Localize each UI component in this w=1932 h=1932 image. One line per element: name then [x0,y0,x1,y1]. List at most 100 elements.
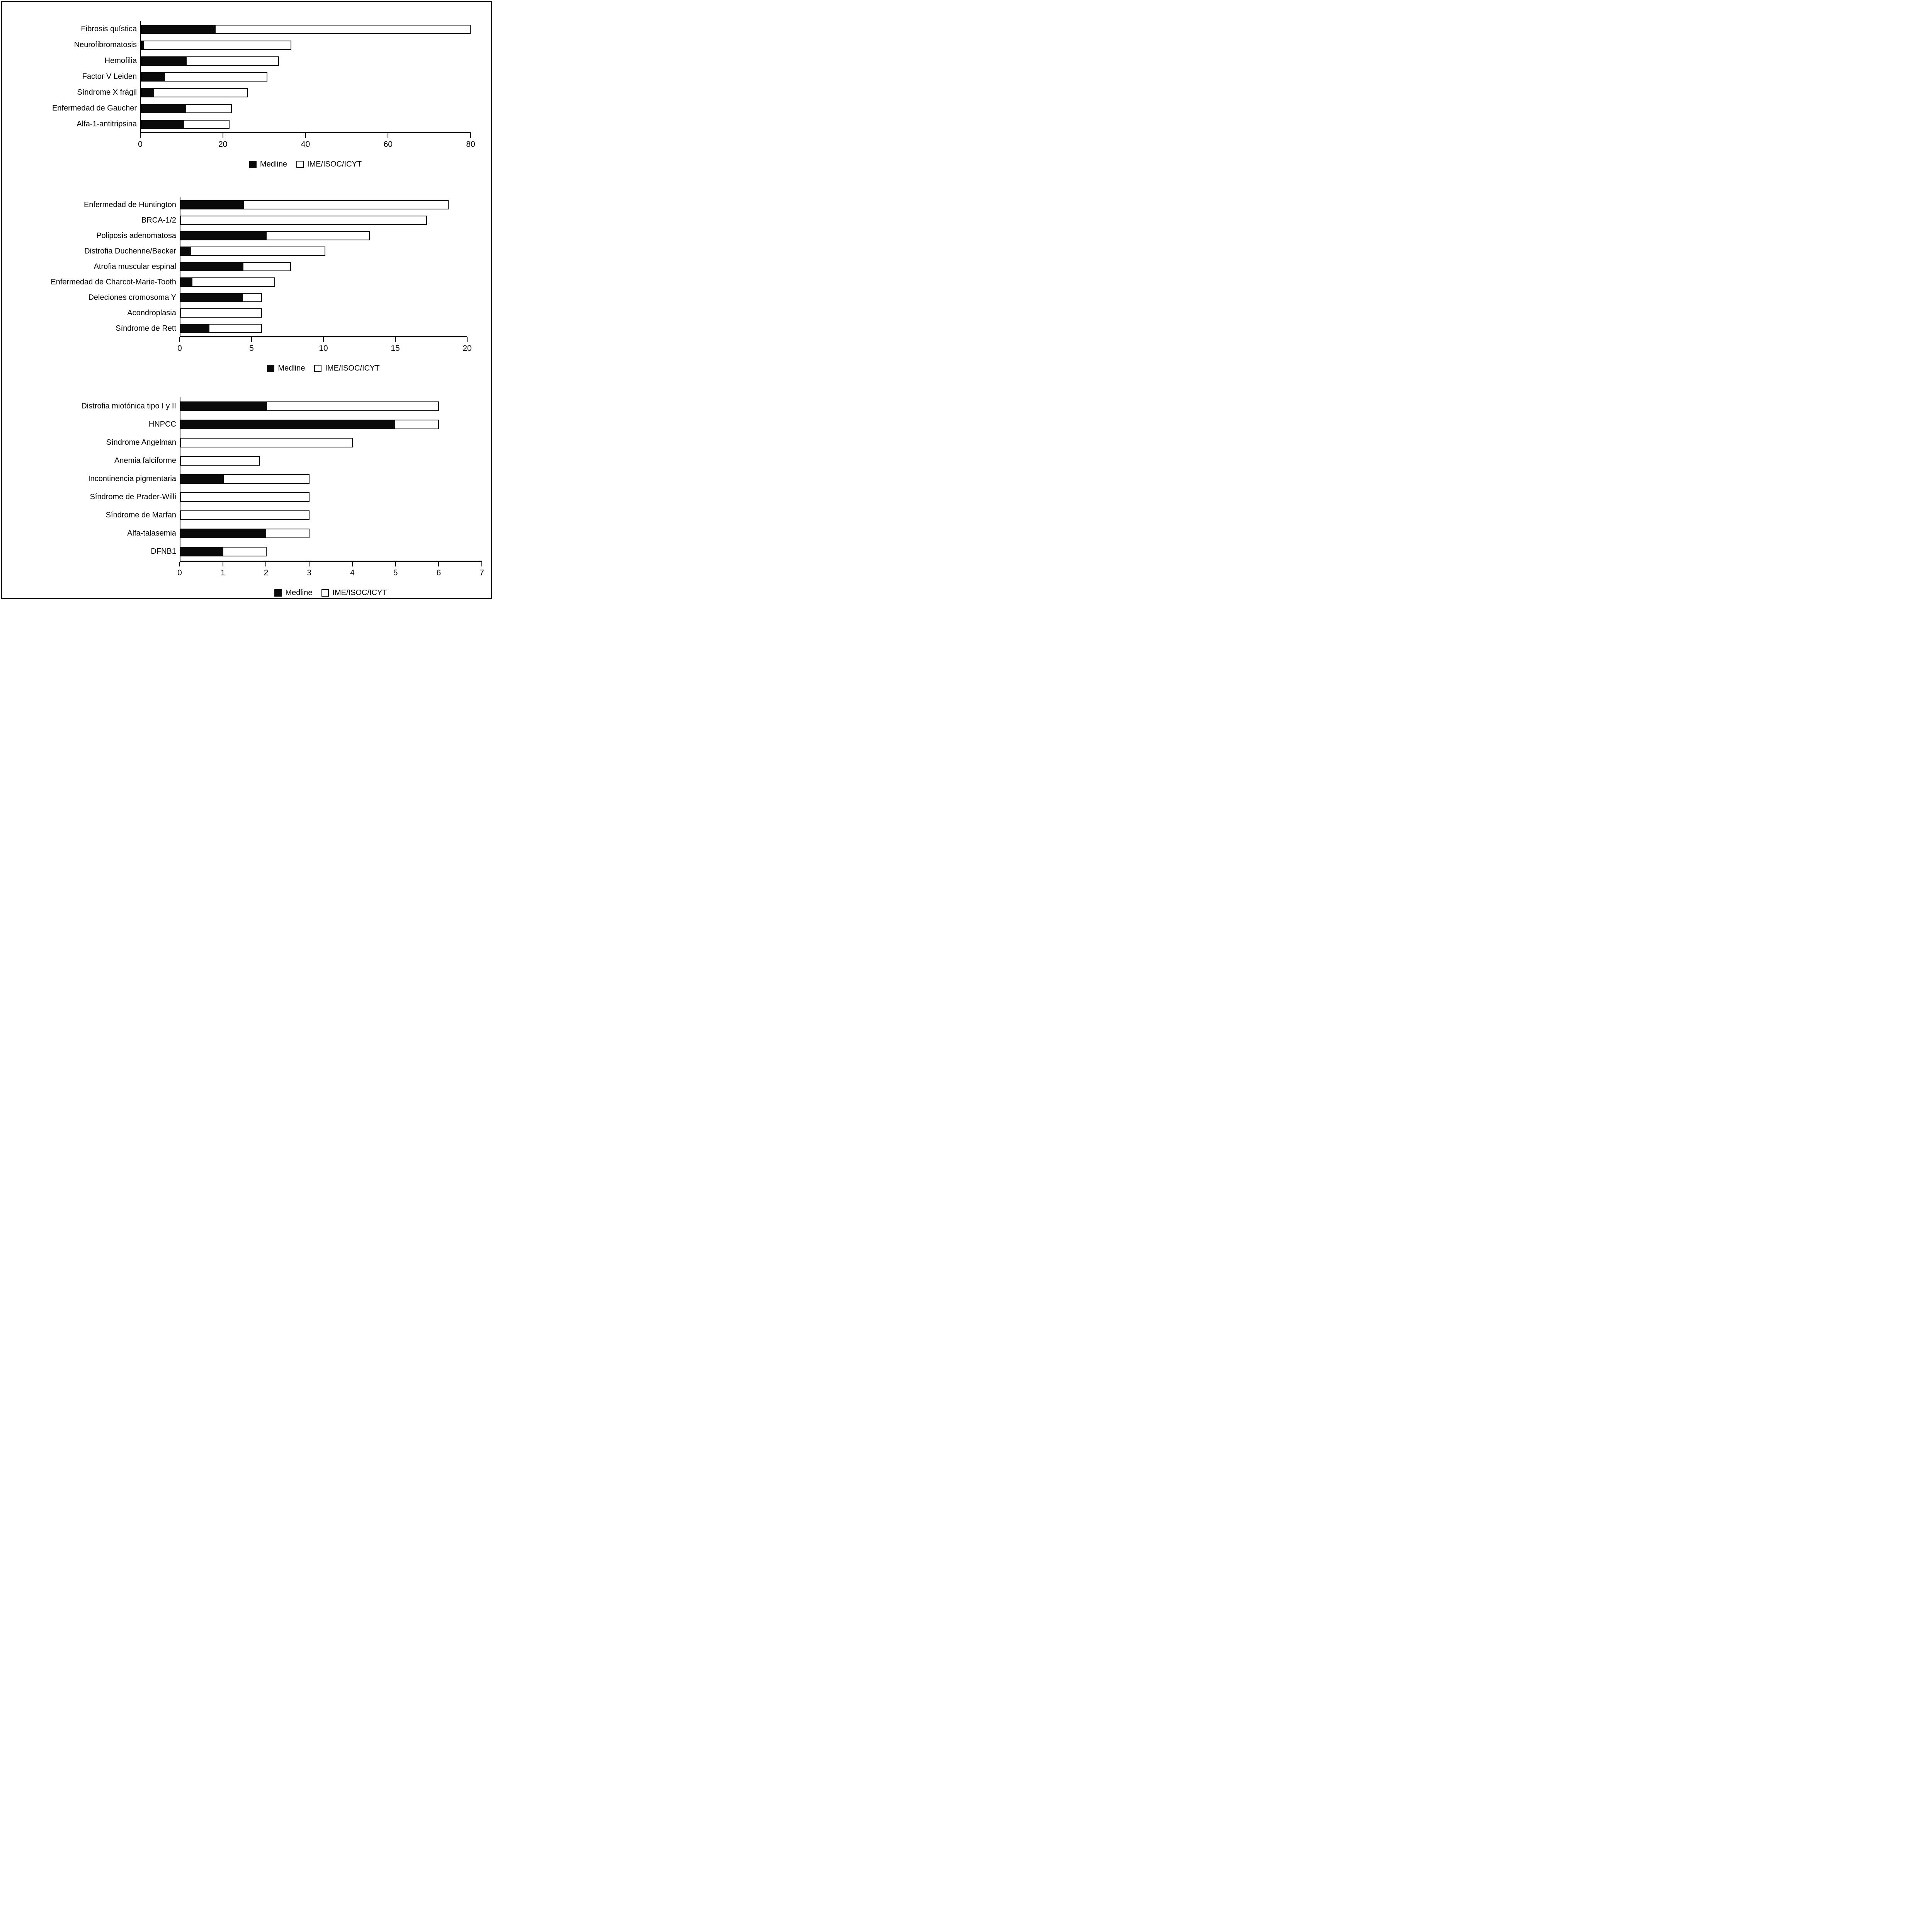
medline-swatch-icon [274,589,282,597]
axis-tick [352,562,353,566]
category-label: Factor V Leiden [82,72,137,81]
legend-entry-ime: IME/ISOC/ICYT [296,160,362,169]
medline-segment [181,529,267,537]
category-label: BRCA-1/2 [141,216,176,224]
plot-area-row [140,53,471,69]
stacked-bar [180,529,310,538]
category-label: DFNB1 [151,547,176,556]
plot-area-row [140,85,471,100]
category-label: HNPCC [148,420,176,429]
medline-segment [181,475,224,483]
axis-tick-label: 15 [391,344,400,353]
figure-frame: Fibrosis quística Neurofibromatosis Hemofi… [1,1,492,599]
stacked-bar [141,56,279,66]
category-label: Síndrome Angelman [106,438,176,447]
axis-tick [467,337,468,342]
category-label: Deleciones cromosoma Y [88,293,176,302]
plot-area-row [180,470,482,488]
stacked-bar [180,492,310,502]
medline-segment [181,420,395,429]
plot-area-row [180,543,482,561]
medline-segment [181,263,243,270]
plot-area-row [180,321,467,336]
medline-segment [181,402,267,410]
medline-segment [181,201,244,209]
bar-row: Distrofia Duchenne/Becker [2,243,491,259]
axis-tick-label: 0 [177,568,182,577]
axis-tick-label: 20 [463,344,472,353]
legend-entry-medline: Medline [267,364,305,373]
stacked-bar [180,510,310,520]
legend: Medline IME/ISOC/ICYT [180,363,467,373]
bar-row: Poliposis adenomatosa [2,228,491,243]
bar-row: Deleciones cromosoma Y [2,290,491,305]
axis-tick [470,133,471,138]
plot-area-row [180,452,482,470]
bar-row: Síndrome de Prader-Willi [2,488,491,506]
medline-segment [181,247,191,255]
bar-row: Síndrome X frágil [2,85,491,100]
stacked-bar [180,474,310,484]
axis-tick [179,562,180,566]
legend-label: IME/ISOC/ICYT [307,160,362,168]
medline-segment [142,104,187,112]
stacked-bar [141,119,230,129]
axis-spacer [2,132,140,153]
axis-tick [140,133,141,138]
axis-tick-label: 0 [138,140,143,149]
category-label: Síndrome de Rett [116,324,176,333]
category-label: Enfermedad de Gaucher [52,104,137,112]
bar-row: HNPCC [2,415,491,434]
plot-area-row [180,290,467,305]
plot-area-row [180,274,467,290]
plot-area-row [180,213,467,228]
bar-row: Síndrome de Rett [2,321,491,336]
legend-label: Medline [278,364,305,372]
legend-label: Medline [285,588,313,597]
x-axis-row: 0 20 40 60 80 [2,132,491,153]
medline-segment [142,88,154,97]
category-label: Anemia falciforme [114,456,176,465]
bar-row: DFNB1 [2,543,491,561]
medline-segment [181,548,224,556]
plot-area-row [180,488,482,506]
plot-area-row [140,116,471,132]
stacked-bar [180,324,262,333]
legend-entry-medline: Medline [274,588,312,597]
medline-swatch-icon [249,160,257,168]
axis-tick [395,337,396,342]
plot-area-row [180,305,467,321]
medline-segment [181,278,193,286]
stacked-bar [141,40,292,50]
stacked-bar [180,277,275,287]
axis-tick-label: 4 [350,568,355,577]
chart-rare-diseases-bottom: Distrofia miotónica tipo I y II HNPCC Sínd… [2,397,491,598]
bar-row: Enfermedad de Gaucher [2,100,491,116]
medline-segment [142,41,144,49]
stacked-bar [180,401,439,411]
plot-area-row [140,21,471,37]
category-label: Distrofia miotónica tipo I y II [81,402,176,410]
legend: Medline IME/ISOC/ICYT [180,588,482,598]
category-label: Atrofia muscular espinal [94,262,176,271]
axis-tick-label: 40 [301,140,310,149]
axis-tick [395,562,396,566]
medline-segment [142,25,216,33]
axis-tick-label: 6 [436,568,441,577]
legend-label: IME/ISOC/ICYT [325,364,380,372]
axis-tick [265,562,267,566]
category-label: Alfa-talasemia [127,529,176,537]
bar-row: Anemia falciforme [2,452,491,470]
x-axis-row: 0 5 10 15 20 [2,336,491,357]
legend: Medline IME/ISOC/ICYT [140,159,471,169]
axis-tick [438,562,439,566]
category-label: Neurofibromatosis [74,41,137,49]
bar-row: Enfermedad de Charcot-Marie-Tooth [2,274,491,290]
axis-tick-label: 5 [249,344,254,353]
plot-area-row [180,228,467,243]
ime-swatch-icon [296,160,304,168]
axis-spacer [2,561,180,582]
axis-tick-label: 20 [218,140,228,149]
axis-tick-label: 7 [480,568,484,577]
plot-area-row [140,69,471,85]
